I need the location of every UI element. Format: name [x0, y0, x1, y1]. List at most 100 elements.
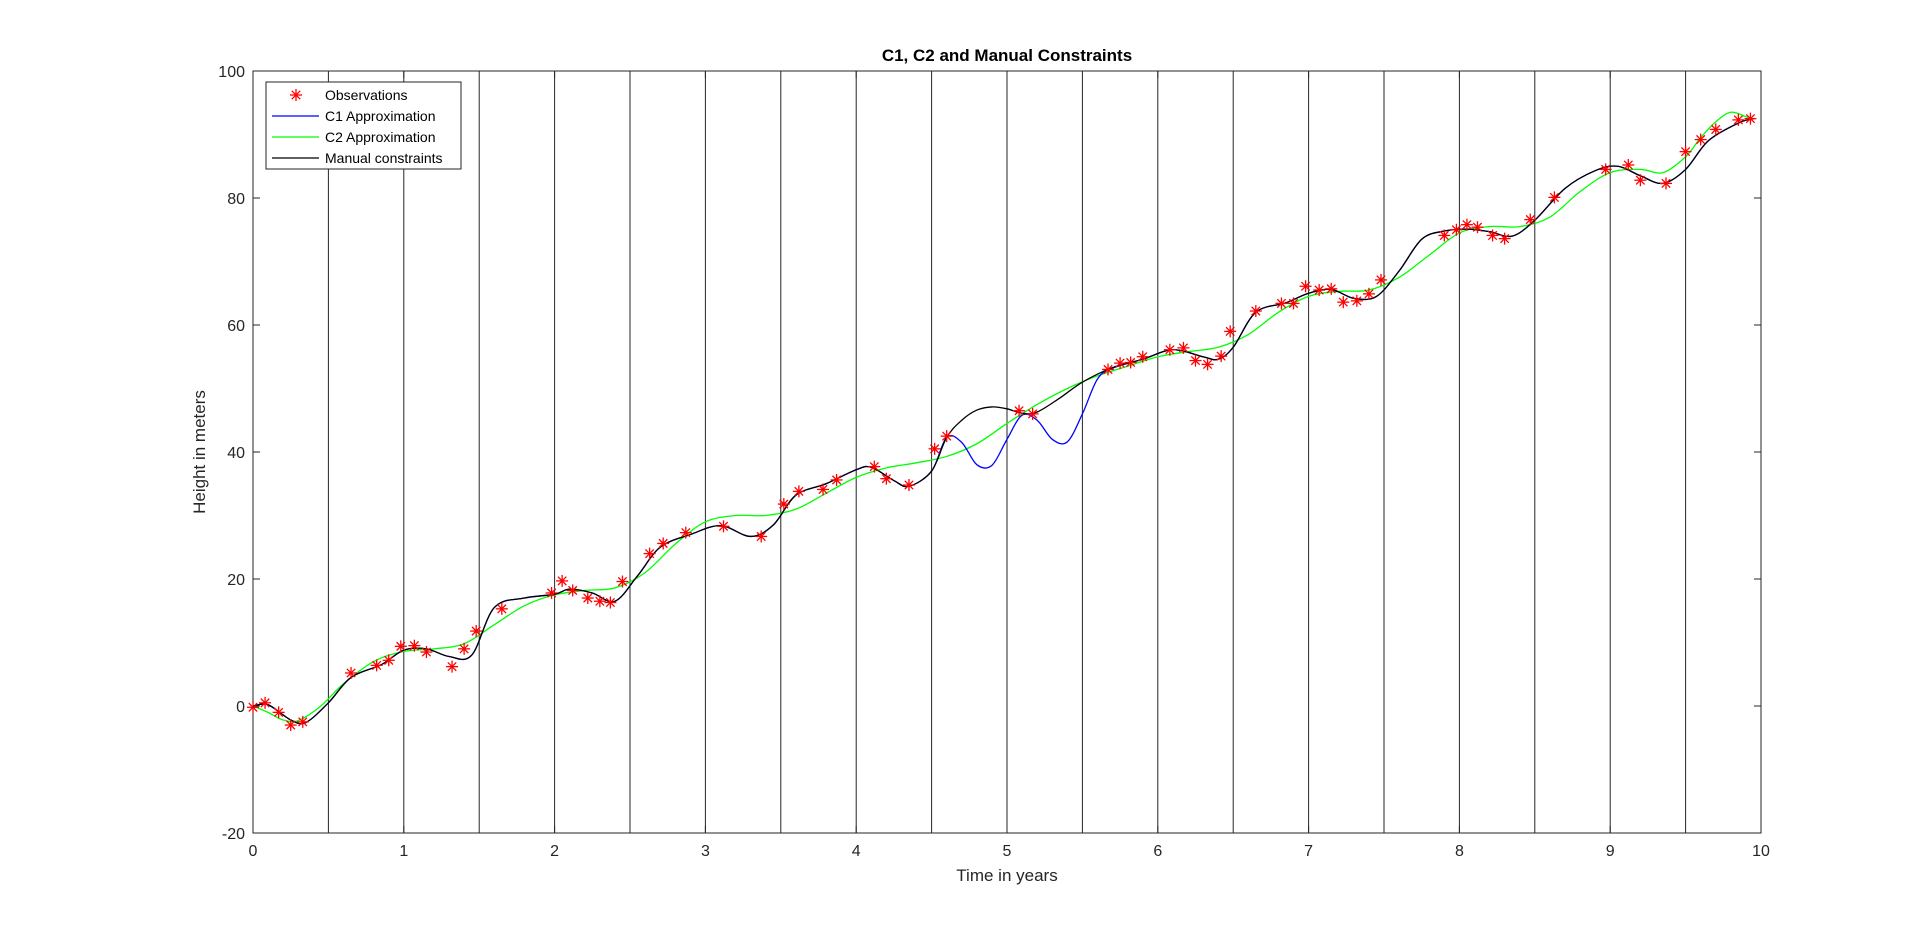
y-tick-label: 20 [227, 572, 245, 589]
legend-item: C1 Approximation [272, 108, 436, 124]
observation-point [902, 479, 915, 492]
observation-point [1163, 343, 1176, 356]
x-tick-label: 5 [1003, 843, 1012, 860]
legend: Observations C1 Approximation C2 Approxima… [265, 81, 462, 170]
x-tick-label: 8 [1455, 843, 1464, 860]
y-tick-label: 40 [227, 445, 245, 462]
observation-point [1498, 232, 1511, 245]
observation-point [643, 547, 656, 560]
observation-point [1325, 282, 1338, 295]
observation-point [1694, 133, 1707, 146]
legend-box [265, 81, 462, 170]
observation-point [420, 646, 433, 659]
observation-point [1026, 407, 1039, 420]
legend-items: Observations C1 Approximation C2 Approxima… [272, 87, 443, 166]
observation-point [1177, 341, 1190, 354]
observation-point [581, 592, 594, 605]
y-tick-label: 0 [236, 699, 245, 716]
series-layer [247, 111, 1757, 732]
x-tick-label: 7 [1304, 843, 1313, 860]
observation-point [1102, 363, 1115, 376]
observation-point [604, 596, 617, 609]
observation-point [657, 537, 670, 550]
y-tick-label: 80 [227, 191, 245, 208]
vertical-lines [327, 71, 1687, 833]
observation-point [616, 575, 629, 588]
y-axis-label: Height in meters [190, 390, 209, 514]
legend-label: C1 Approximation [325, 108, 436, 124]
observation-point [458, 642, 471, 655]
observation-point [1679, 145, 1692, 158]
observation-point [1744, 112, 1757, 125]
observation-point [1374, 273, 1387, 286]
observation-point [817, 483, 830, 496]
observation-point [470, 625, 483, 638]
observation-point [370, 659, 383, 672]
observation-point [1599, 163, 1612, 176]
observation-point [272, 706, 285, 719]
x-tick-label: 4 [852, 843, 861, 860]
legend-label: Manual constraints [325, 150, 443, 166]
observation-point [1124, 356, 1137, 369]
observation-point [259, 696, 272, 709]
y-tick-label: 60 [227, 318, 245, 335]
observation-point [880, 472, 893, 485]
observation-point [830, 473, 843, 486]
legend-label: Observations [325, 87, 407, 103]
observation-point [868, 460, 881, 473]
observation-point [928, 442, 941, 455]
observation-point [717, 520, 730, 533]
observation-point [446, 660, 459, 673]
observation-point [1350, 294, 1363, 307]
observation-point [1659, 177, 1672, 190]
observation-point [777, 498, 790, 511]
legend-observations-marker [290, 89, 302, 101]
observation-point [394, 640, 407, 653]
observation-point [1634, 174, 1647, 187]
observation-point [792, 485, 805, 498]
observation-point [940, 430, 953, 443]
observation-point [1438, 229, 1451, 242]
observation-point [345, 666, 358, 679]
legend-item: C2 Approximation [272, 129, 436, 145]
observation-point [545, 586, 558, 599]
observation-point [1524, 213, 1537, 226]
observation-point [1013, 404, 1026, 417]
x-tick-label: 6 [1153, 843, 1162, 860]
observation-point [556, 574, 569, 587]
chart-title: C1, C2 and Manual Constraints [882, 46, 1132, 65]
observation-point [296, 715, 309, 728]
observation-point [284, 719, 297, 732]
observation-point [593, 595, 606, 608]
observation-point [408, 639, 421, 652]
y-tick-label: -20 [222, 826, 245, 843]
x-axis-label: Time in years [956, 866, 1057, 885]
observations-markers [247, 112, 1757, 732]
observation-point [1486, 229, 1499, 242]
x-tick-label: 1 [399, 843, 408, 860]
observation-point [1299, 280, 1312, 293]
x-tick-label: 3 [701, 843, 710, 860]
observation-point [1114, 357, 1127, 370]
observation-point [1709, 123, 1722, 136]
observation-point [382, 654, 395, 667]
observation-point [1136, 350, 1149, 363]
observation-point [1460, 218, 1473, 231]
observation-point [1732, 113, 1745, 126]
observation-point [679, 526, 692, 539]
x-tick-label: 2 [550, 843, 559, 860]
observation-point [247, 701, 259, 714]
plot-area [247, 70, 1762, 834]
legend-item: Observations [290, 87, 407, 103]
legend-label: C2 Approximation [325, 129, 436, 145]
observation-point [566, 584, 579, 597]
observation-point [1362, 287, 1375, 300]
observation-point [1337, 296, 1350, 309]
observation-point [1287, 297, 1300, 310]
observation-point [1224, 325, 1237, 338]
x-tick-label: 9 [1606, 843, 1615, 860]
observation-point [1201, 358, 1214, 371]
legend-item: Manual constraints [272, 150, 443, 166]
